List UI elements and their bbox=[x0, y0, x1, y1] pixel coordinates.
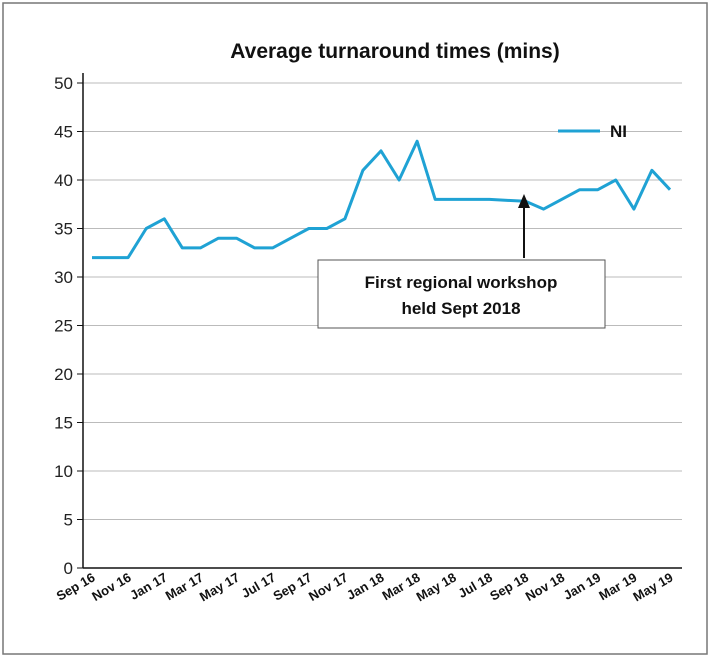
annotation-text: First regional workshop bbox=[365, 273, 558, 292]
y-tick-label: 40 bbox=[54, 171, 73, 190]
y-tick-label: 35 bbox=[54, 220, 73, 239]
y-tick-label: 0 bbox=[64, 559, 73, 578]
annotation-text: held Sept 2018 bbox=[401, 299, 520, 318]
y-tick-label: 45 bbox=[54, 123, 73, 142]
y-tick-label: 25 bbox=[54, 317, 73, 336]
y-tick-label: 50 bbox=[54, 74, 73, 93]
y-tick-label: 5 bbox=[64, 511, 73, 530]
chart-title: Average turnaround times (mins) bbox=[230, 40, 559, 63]
y-tick-label: 15 bbox=[54, 414, 73, 433]
annotation-arrowhead bbox=[518, 194, 530, 208]
y-tick-label: 30 bbox=[54, 268, 73, 287]
annotation-box bbox=[317, 259, 606, 329]
y-tick-label: 20 bbox=[54, 365, 73, 384]
line-series bbox=[92, 139, 672, 260]
y-tick-label: 10 bbox=[54, 462, 73, 481]
legend-label: NI bbox=[610, 122, 627, 141]
